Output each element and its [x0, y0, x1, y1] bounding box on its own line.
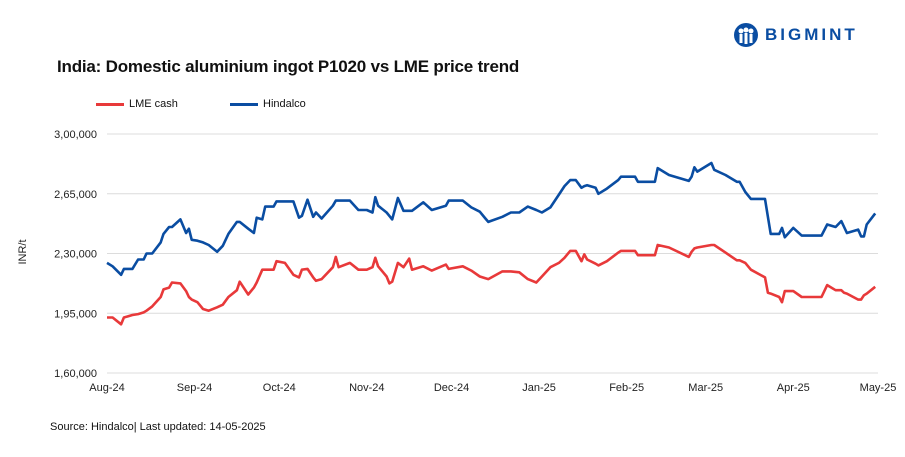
legend-swatch-lme: [96, 102, 124, 106]
x-tick-label: Dec-24: [434, 382, 469, 394]
logo-mark-icon: [734, 23, 758, 47]
x-tick-label: Apr-25: [777, 382, 810, 394]
legend-label-lme: LME cash: [129, 98, 178, 110]
x-tick-label: Feb-25: [609, 382, 644, 394]
x-tick-label: Jan-25: [522, 382, 556, 394]
x-tick-label: Sep-24: [177, 382, 212, 394]
y-tick-label: 3,00,000: [54, 129, 97, 141]
y-tick-label: 2,65,000: [54, 189, 97, 201]
bigmint-logo: BIGMINT: [733, 22, 858, 48]
series-line-lme-cash: [107, 243, 877, 326]
legend-label-hindalco: Hindalco: [263, 98, 306, 110]
y-tick-label: 1,60,000: [54, 368, 97, 380]
y-axis-label: INR/t: [17, 239, 29, 264]
source-note: Source: Hindalco| Last updated: 14-05-20…: [50, 421, 266, 433]
x-tick-label: Oct-24: [263, 382, 296, 394]
x-tick-label: May-25: [860, 382, 897, 394]
x-tick-label: Mar-25: [688, 382, 723, 394]
legend-swatch-hindalco: [230, 102, 258, 106]
series-line-hindalco: [106, 161, 877, 277]
y-tick-label: 2,30,000: [54, 249, 97, 261]
chart-title: India: Domestic aluminium ingot P1020 vs…: [57, 57, 520, 76]
logo-text: BIGMINT: [765, 25, 858, 44]
legend-item-lme: LME cash: [96, 98, 178, 110]
y-tick-label: 1,95,000: [54, 308, 97, 320]
legend-item-hindalco: Hindalco: [230, 98, 306, 110]
x-tick-label: Nov-24: [349, 382, 384, 394]
x-tick-label: Aug-24: [89, 382, 124, 394]
